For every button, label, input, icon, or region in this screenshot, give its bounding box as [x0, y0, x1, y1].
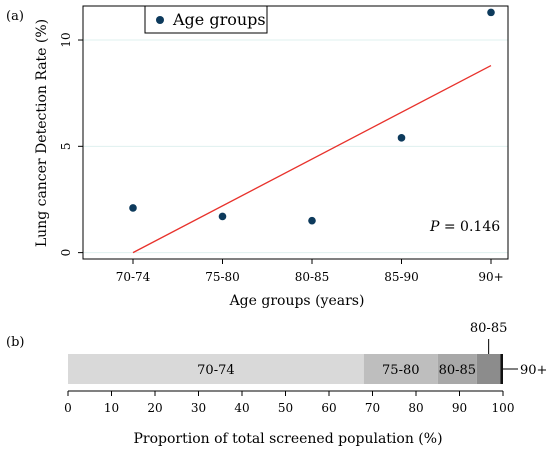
panel-a-label: (a) [6, 9, 24, 24]
p-value-annotation: P = 0.146 [429, 219, 500, 235]
plot-frame [82, 5, 509, 260]
x-tick-label: 75-80 [205, 270, 240, 284]
segment-label: 70-74 [197, 363, 234, 378]
legend-label: Age groups [172, 10, 266, 29]
bar-segment [363, 354, 438, 384]
y-axis-title: Lung cancer Detection Rate (%) [34, 19, 50, 247]
data-point [308, 216, 316, 225]
segment-label: 80-85 [439, 363, 476, 378]
segment-callouts: 80-85 90+ [470, 321, 548, 378]
bar-segment [437, 354, 477, 384]
legend-marker [156, 16, 164, 24]
panel-a: (a) 0 5 10 70-74 75-80 80-85 85-90 90+ Age grou… [6, 5, 509, 309]
p-value: = 0.146 [439, 219, 500, 235]
data-point [129, 204, 137, 212]
stacked-bar: 70-74 75-80 80-85 [68, 354, 503, 384]
x-tick-label: 0 [64, 401, 72, 415]
x-tick-label: 100 [492, 401, 515, 415]
data-point [487, 8, 495, 17]
segment-label: 75-80 [382, 363, 419, 378]
bar-segment [68, 354, 364, 384]
panel-b-label: (b) [6, 335, 24, 350]
x-tick-label: 70 [365, 401, 380, 415]
x-tick-label: 40 [234, 401, 249, 415]
x-tick-label: 85-90 [384, 270, 419, 284]
legend-box [144, 5, 268, 34]
x-tick-label: 80 [408, 401, 423, 415]
x-axis-title: Age groups (years) [229, 293, 365, 309]
bar-segment [476, 354, 501, 384]
data-point [397, 134, 406, 142]
y-tick-label: 10 [59, 32, 73, 47]
x-axis: 0 10 20 30 40 50 60 70 80 90 100 [64, 390, 515, 415]
x-tick-label: 90 [452, 401, 467, 415]
axis-ticks: 0 5 10 70-74 75-80 80-85 85-90 90+ [59, 32, 504, 284]
x-tick-label: 80-85 [295, 270, 330, 284]
y-tick-label: 5 [59, 142, 73, 150]
y-tick-label: 0 [59, 249, 73, 257]
data-point [218, 212, 227, 221]
fit-line [132, 64, 492, 254]
gridlines [83, 39, 508, 254]
data-points [129, 8, 495, 225]
x-tick-label: 30 [191, 401, 206, 415]
callout-label: 80-85 [470, 321, 507, 336]
x-tick-label: 10 [104, 401, 119, 415]
x-tick-label: 60 [321, 401, 336, 415]
legend: Age groups [144, 5, 268, 34]
callout-label: 90+ [520, 363, 547, 378]
x-tick-label: 20 [147, 401, 162, 415]
p-symbol: P [429, 219, 440, 235]
x-tick-label: 50 [278, 401, 293, 415]
x-tick-label: 70-74 [116, 270, 151, 284]
panel-b: (b) 70-74 75-80 80-85 0 10 20 30 40 50 60 70 80 90 1… [6, 321, 547, 447]
x-axis-title-b: Proportion of total screened population … [133, 431, 442, 447]
x-tick-label: 90+ [478, 270, 503, 284]
bar-segment [500, 354, 503, 384]
